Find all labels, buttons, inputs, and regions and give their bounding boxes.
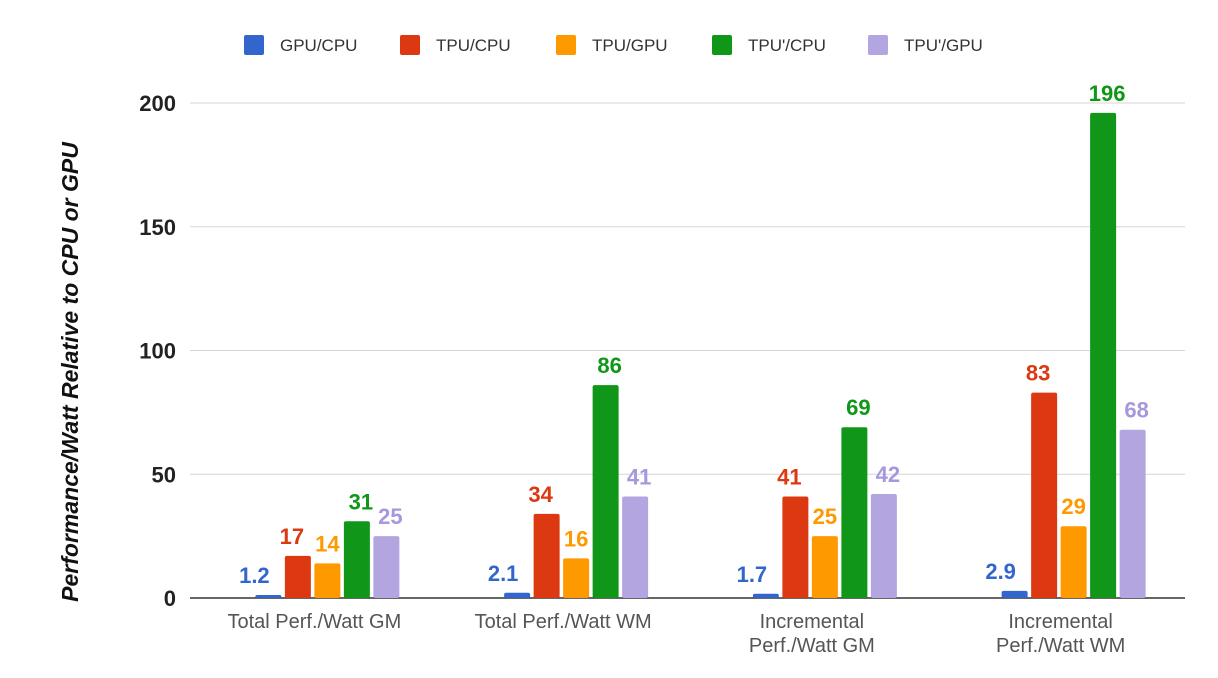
category-label: Incremental xyxy=(760,611,865,633)
y-tick-label: 200 xyxy=(139,91,176,116)
bar-tpu-cpu-2 xyxy=(533,513,560,598)
bar-gpu-cpu-4 xyxy=(1001,590,1028,598)
y-tick-label: 50 xyxy=(152,462,176,487)
legend-swatch xyxy=(244,35,264,55)
data-label: 86 xyxy=(597,353,621,378)
bar-tpu-cpu-3 xyxy=(782,496,809,598)
legend: GPU/CPU TPU/CPU TPU/GPU TPU'/CPU TPU'/GPU xyxy=(244,35,983,55)
category-labels: Total Perf./Watt GM Total Perf./Watt WM In… xyxy=(228,611,1126,657)
legend-item-tpu-cpu: TPU'/CPU xyxy=(712,35,826,55)
data-label: 42 xyxy=(876,462,900,487)
bar-tpu-gpu-2 xyxy=(622,496,649,598)
legend-swatch xyxy=(400,35,420,55)
bar-gpu-cpu-2 xyxy=(504,592,531,598)
legend-swatch xyxy=(712,35,732,55)
data-label: 1.7 xyxy=(737,562,768,587)
legend-label: GPU/CPU xyxy=(280,36,357,55)
legend-swatch xyxy=(868,35,888,55)
bar-tpu-cpu-1 xyxy=(284,555,311,598)
legend-item-tpu-gpu: TPU'/GPU xyxy=(868,35,983,55)
bars xyxy=(255,112,1146,599)
data-labels: 1.217 1431252.1341686411.7412569422.98329… xyxy=(239,81,1149,588)
bar-tpu-gpu-4 xyxy=(1119,429,1146,598)
y-axis-ticks: 0 50 100 150 200 xyxy=(139,91,176,611)
data-label: 68 xyxy=(1124,398,1148,423)
y-tick-label: 150 xyxy=(139,215,176,240)
data-label: 31 xyxy=(349,489,373,514)
y-axis-label: Performance/Watt Relative to CPU or GPU xyxy=(57,141,83,602)
data-label: 83 xyxy=(1026,361,1050,386)
legend-label: TPU/GPU xyxy=(592,36,668,55)
data-label: 14 xyxy=(315,531,340,556)
category-label: Total Perf./Watt WM xyxy=(475,611,652,633)
data-label: 69 xyxy=(846,395,870,420)
legend-label: TPU'/GPU xyxy=(904,36,983,55)
data-label: 34 xyxy=(528,482,553,507)
bar-tpu-cpu-4 xyxy=(1031,392,1058,598)
legend-item-tpu-gpu: TPU/GPU xyxy=(556,35,668,55)
data-label: 41 xyxy=(627,465,651,490)
bar-tpu-gpu-1 xyxy=(314,563,341,598)
bar-tpu-gpu-4 xyxy=(1060,526,1087,598)
category-label: Total Perf./Watt GM xyxy=(228,611,402,633)
bar-tpu-gpu-3 xyxy=(870,494,897,598)
bar-gpu-cpu-1 xyxy=(255,595,282,598)
data-label: 196 xyxy=(1089,81,1126,106)
bar-tpu-cpu-4 xyxy=(1090,112,1117,599)
category-label: Perf./Watt WM xyxy=(996,635,1125,657)
data-label: 16 xyxy=(564,526,588,551)
legend-item-gpu-cpu: GPU/CPU xyxy=(244,35,357,55)
data-label: 25 xyxy=(378,504,402,529)
data-label: 29 xyxy=(1061,494,1085,519)
category-label: Perf./Watt GM xyxy=(749,635,875,657)
bar-tpu-gpu-3 xyxy=(811,536,838,598)
bar-tpu-gpu-2 xyxy=(563,558,590,598)
legend-label: TPU'/CPU xyxy=(748,36,826,55)
bar-gpu-cpu-3 xyxy=(752,593,779,598)
bar-tpu-cpu-2 xyxy=(592,385,619,598)
category-label: Incremental xyxy=(1008,611,1113,633)
legend-label: TPU/CPU xyxy=(436,36,511,55)
data-label: 2.9 xyxy=(985,559,1016,584)
y-tick-label: 100 xyxy=(139,339,176,364)
data-label: 25 xyxy=(813,504,837,529)
data-label: 1.2 xyxy=(239,563,270,588)
y-tick-label: 0 xyxy=(164,586,176,611)
data-label: 2.1 xyxy=(488,561,519,586)
data-label: 17 xyxy=(280,524,304,549)
data-label: 41 xyxy=(777,465,801,490)
legend-item-tpu-cpu: TPU/CPU xyxy=(400,35,511,55)
bar-tpu-cpu-1 xyxy=(343,521,370,598)
legend-swatch xyxy=(556,35,576,55)
bar-tpu-gpu-1 xyxy=(373,536,400,598)
bar-tpu-cpu-3 xyxy=(841,427,868,598)
